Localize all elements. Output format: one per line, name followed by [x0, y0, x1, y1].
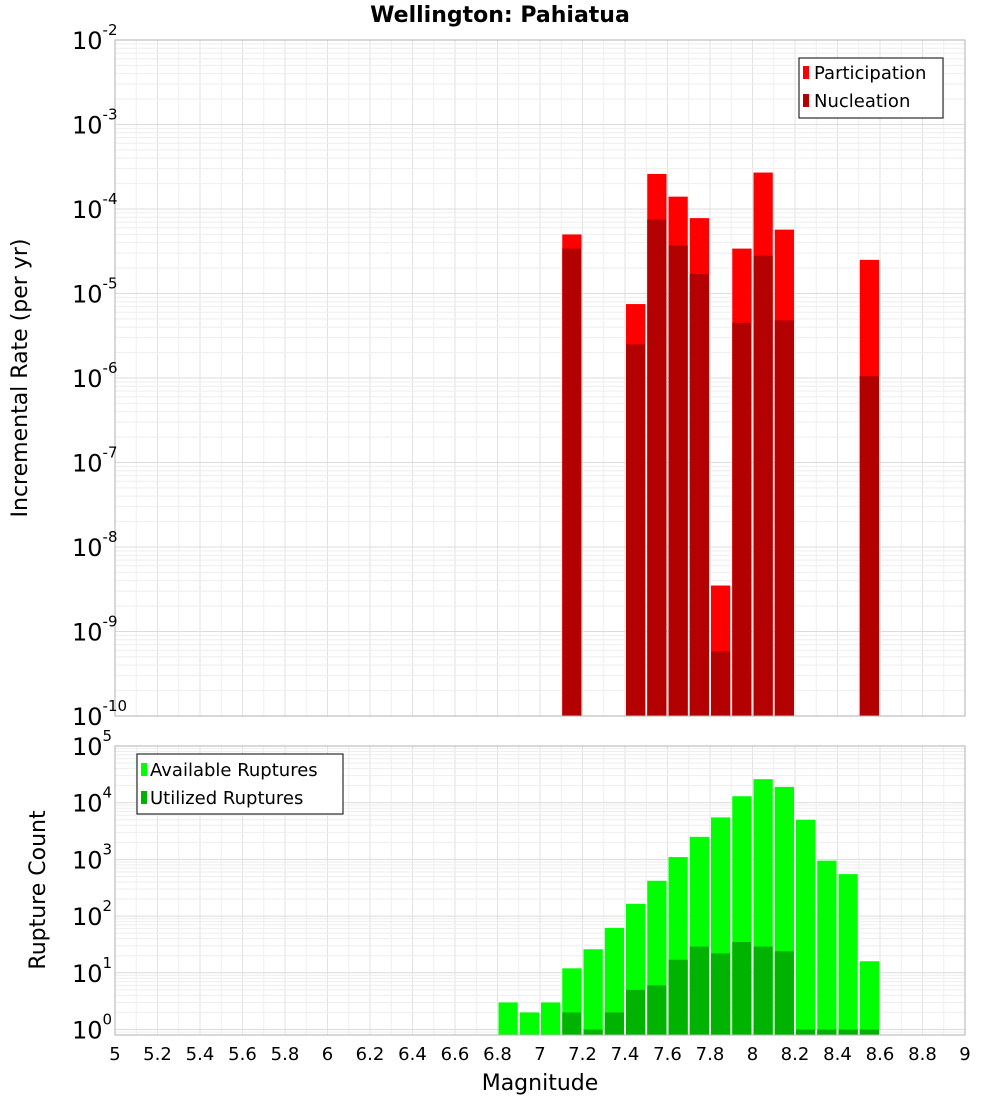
x-tick-label: 7: [534, 1044, 545, 1065]
count-bar-utilized-ruptures: [604, 1012, 624, 1035]
x-tick-label: 9: [959, 1044, 970, 1065]
count-y-tick-label: 100: [72, 1011, 112, 1045]
x-tick-label: 5.2: [143, 1044, 172, 1065]
count-bar-utilized-ruptures: [774, 951, 794, 1035]
rate-y-tick-label: 10-2: [72, 21, 118, 55]
count-bar-available-ruptures: [498, 1002, 518, 1035]
rate-y-tick-label: 10-4: [72, 190, 118, 224]
x-tick-label: 7.6: [653, 1044, 682, 1065]
count-bar-utilized-ruptures: [668, 959, 688, 1035]
rate-y-tick-label: 10-6: [72, 359, 118, 393]
count-bar-available-ruptures: [541, 1002, 561, 1035]
count-bar-utilized-ruptures: [817, 1029, 837, 1035]
count-bar-utilized-ruptures: [732, 941, 752, 1035]
x-tick-label: 7.8: [696, 1044, 725, 1065]
count-y-ticks: 100 101 102 103 104 105: [72, 727, 112, 1045]
count-bar-available-ruptures: [859, 961, 879, 1035]
count-bar-utilized-ruptures: [838, 1029, 858, 1035]
count-legend: Available Ruptures Utilized Ruptures: [136, 753, 344, 815]
count-y-tick-label: 103: [72, 840, 112, 874]
rate-plot-border: [114, 39, 966, 717]
x-tick-label: 7.2: [568, 1044, 597, 1065]
count-bar-available-ruptures: [519, 1012, 539, 1035]
rate-bar-nucleation: [647, 219, 667, 717]
count-bar-utilized-ruptures: [859, 1029, 879, 1035]
x-ticks: 5 5.2 5.4 5.6 5.8 6 6.2 6.4 6.6 6.8 7 7.2 7.4 7.6 7.8 8…: [109, 1044, 970, 1065]
rate-bar-nucleation: [732, 322, 752, 716]
count-bars: [498, 779, 879, 1035]
rate-legend-box: [798, 57, 944, 119]
rate-bar-nucleation: [626, 344, 646, 716]
legend-utilized-swatch: [141, 791, 147, 804]
count-bar-utilized-ruptures: [753, 946, 773, 1035]
rate-bar-nucleation: [668, 245, 688, 717]
x-tick-label: 5.4: [186, 1044, 215, 1065]
rate-bar-nucleation: [859, 376, 879, 716]
rate-bar-nucleation: [689, 274, 709, 716]
count-y-tick-label: 102: [72, 897, 112, 931]
rate-y-tick-label: 10-7: [72, 444, 118, 478]
count-bar-utilized-ruptures: [647, 985, 667, 1035]
legend-available-swatch: [141, 763, 147, 776]
rate-grid: [114, 39, 966, 717]
count-bar-available-ruptures: [838, 874, 858, 1035]
count-y-tick-label: 105: [72, 727, 112, 761]
count-panel: 100 101 102 103 104 105 5 5.2 5.4 5.6 5.8 6 6.2 6.4 6…: [26, 727, 971, 1096]
x-tick-label: 5.6: [228, 1044, 257, 1065]
x-tick-label: 6.8: [483, 1044, 512, 1065]
legend-nucleation-label: Nucleation: [814, 91, 910, 112]
rate-y-tick-label: 10-5: [72, 275, 118, 309]
rate-bar-nucleation: [753, 255, 773, 716]
legend-participation-label: Participation: [814, 63, 926, 84]
count-plot-border: [114, 745, 966, 1036]
count-y-axis-label: Rupture Count: [26, 810, 51, 970]
rate-bar-nucleation: [562, 248, 582, 716]
rate-y-tick-label: 10-10: [72, 697, 127, 731]
rate-bar-nucleation: [774, 320, 794, 716]
count-bar-available-ruptures: [796, 819, 816, 1035]
x-axis-label: Magnitude: [482, 1071, 599, 1096]
chart-title: Wellington: Pahiatua: [370, 3, 630, 28]
rate-bars: [562, 172, 879, 717]
x-tick-label: 6: [322, 1044, 333, 1065]
count-bar-utilized-ruptures: [796, 1029, 816, 1035]
count-bar-utilized-ruptures: [626, 989, 646, 1035]
count-legend-box: [136, 753, 344, 815]
count-y-tick-label: 104: [72, 784, 112, 818]
count-bar-available-ruptures: [817, 860, 837, 1035]
legend-nucleation-swatch: [803, 94, 809, 107]
x-tick-label: 6.2: [356, 1044, 385, 1065]
count-bar-utilized-ruptures: [689, 946, 709, 1035]
rate-y-tick-label: 10-8: [72, 528, 118, 562]
rate-legend: Participation Nucleation: [798, 57, 944, 119]
legend-participation-swatch: [803, 66, 809, 79]
x-tick-label: 6.6: [441, 1044, 470, 1065]
rate-y-tick-label: 10-9: [72, 613, 118, 647]
count-bar-utilized-ruptures: [711, 953, 731, 1035]
count-bar-available-ruptures: [583, 949, 603, 1035]
x-tick-label: 7.4: [611, 1044, 640, 1065]
x-tick-label: 8.8: [908, 1044, 937, 1065]
count-bar-available-ruptures: [604, 927, 624, 1035]
count-bar-utilized-ruptures: [562, 1012, 582, 1035]
count-y-tick-label: 101: [72, 954, 112, 988]
x-tick-label: 8: [747, 1044, 758, 1065]
count-bar-utilized-ruptures: [583, 1029, 603, 1035]
x-tick-label: 8.4: [823, 1044, 852, 1065]
x-tick-label: 6.4: [398, 1044, 427, 1065]
x-tick-label: 5.8: [271, 1044, 300, 1065]
x-tick-label: 8.6: [866, 1044, 895, 1065]
rate-y-tick-label: 10-3: [72, 106, 118, 140]
rate-y-ticks: 10-10 10-9 10-8 10-7 10-6 10-5 10-4 10-3 10-2: [72, 21, 127, 731]
rate-bar-nucleation: [711, 651, 731, 716]
legend-available-label: Available Ruptures: [150, 760, 318, 781]
legend-utilized-label: Utilized Ruptures: [150, 788, 303, 809]
x-tick-label: 8.2: [781, 1044, 810, 1065]
rate-y-axis-label: Incremental Rate (per yr): [8, 239, 33, 518]
rate-panel: 10-10 10-9 10-8 10-7 10-6 10-5 10-4 10-3 10-2 In…: [8, 21, 966, 731]
x-tick-label: 5: [109, 1044, 120, 1065]
